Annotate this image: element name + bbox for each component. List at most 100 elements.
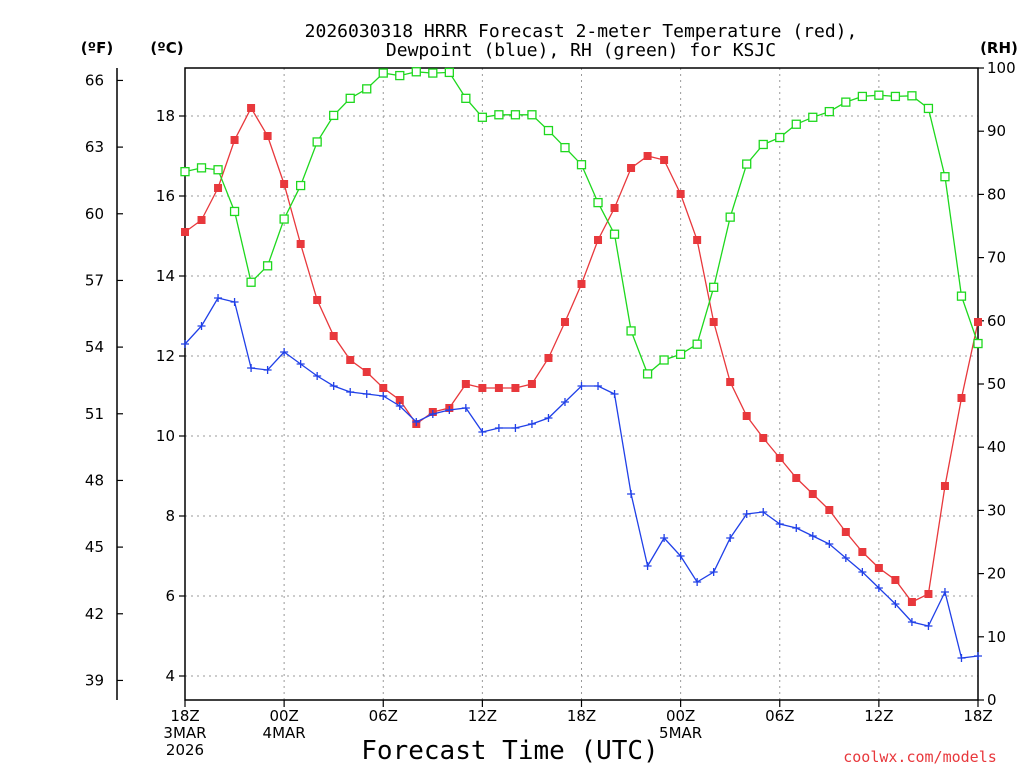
celsius-tick-label: 8	[165, 507, 175, 525]
temperature-point	[379, 384, 388, 392]
rh-point	[262, 261, 273, 271]
temperature-point	[907, 598, 916, 606]
x-tick-label: 00Z	[666, 707, 695, 725]
rh-point	[378, 68, 388, 78]
temperature-point	[940, 482, 949, 490]
temperature-point	[395, 396, 404, 404]
rh-point	[742, 159, 752, 169]
rh-point	[444, 67, 454, 78]
dewpoint-point	[230, 298, 239, 306]
x-axis-label: Forecast Time (UTC)	[361, 736, 658, 766]
rh-tick-label: 80	[987, 185, 1006, 203]
rh-point	[824, 106, 834, 117]
rh-point	[279, 214, 289, 224]
rh-point	[692, 339, 702, 349]
rh-point	[461, 93, 471, 103]
x-tick-date-label: 4MAR	[263, 724, 306, 742]
dewpoint-point	[461, 404, 470, 412]
dewpoint-point	[676, 552, 685, 560]
rh-unit-label: (RH)	[980, 39, 1018, 57]
dewpoint-point	[478, 428, 487, 436]
rh-point	[395, 70, 405, 81]
rh-point	[477, 112, 488, 122]
rh-point	[543, 125, 554, 136]
temperature-point	[759, 434, 768, 442]
rh-point	[709, 282, 719, 292]
temperature-point	[825, 506, 834, 514]
temperature-point	[313, 296, 322, 304]
x-tick-label: 18Z	[567, 707, 596, 725]
rh-point	[295, 180, 306, 191]
celsius-tick-label: 16	[156, 187, 175, 205]
temperature-point	[247, 104, 256, 112]
rh-point	[956, 291, 967, 301]
rh-point	[923, 103, 934, 114]
credit-text: coolwx.com/models	[843, 748, 997, 766]
rh-point	[494, 110, 504, 120]
data-series	[180, 67, 983, 662]
temperature-point	[610, 204, 619, 212]
dewpoint-point	[808, 532, 817, 540]
chart-title-line-2: Dewpoint (blue), RH (green) for KSJC	[386, 40, 776, 61]
rh-point	[428, 68, 438, 78]
dewpoint-point	[346, 388, 355, 396]
fahrenheit-tick-label: 60	[85, 205, 104, 223]
dewpoint-point	[841, 554, 850, 562]
rh-tick-label: 50	[987, 375, 1006, 393]
temperature-point	[214, 184, 223, 192]
dewpoint-point	[263, 366, 272, 374]
temperature-point	[577, 280, 586, 288]
dewpoint-point	[610, 390, 619, 398]
rh-point	[246, 277, 256, 287]
dewpoint-point	[329, 382, 338, 390]
dewpoint-point	[957, 654, 966, 662]
rh-point	[808, 112, 818, 122]
rh-point	[329, 110, 339, 121]
fahrenheit-tick-label: 48	[85, 471, 104, 489]
celsius-tick-label: 18	[156, 107, 175, 125]
x-tick-date-label: 2026	[166, 741, 204, 759]
temperature-point	[362, 368, 371, 376]
rh-point	[642, 369, 653, 379]
dewpoint-point	[693, 578, 702, 586]
rh-tick-label: 20	[987, 565, 1006, 583]
temperature-point	[296, 240, 305, 248]
dewpoint-point	[825, 540, 834, 548]
fahrenheit-tick-label: 54	[85, 338, 104, 356]
celsius-tick-label: 6	[165, 587, 175, 605]
celsius-tick-label: 10	[156, 427, 175, 445]
axes: 4 6 8 10 12 14 16 18 39 42 45 48 51 54 57 60 63 66 0 10 20 30…	[85, 59, 1016, 759]
chart-title-line-1: 2026030318 HRRR Forecast 2-meter Tempera…	[305, 21, 858, 42]
temperature-point	[544, 354, 553, 362]
temperature-point	[280, 180, 289, 188]
rh-point	[510, 110, 521, 120]
rh-point	[890, 91, 901, 102]
rh-point	[626, 326, 636, 336]
rh-point	[841, 97, 851, 107]
dewpoint-point	[577, 382, 586, 390]
dewpoint-point	[594, 382, 603, 390]
x-tick-label: 12Z	[864, 707, 893, 725]
temperature-point	[841, 528, 850, 536]
fahrenheit-tick-label: 39	[85, 671, 104, 689]
temperature-point	[891, 576, 900, 584]
rh-point	[675, 349, 686, 359]
rh-point	[593, 197, 603, 208]
rh-point	[791, 119, 801, 129]
temperature-point	[346, 356, 355, 364]
rh-point	[973, 338, 983, 349]
rh-point	[312, 137, 322, 147]
rh-tick-label: 40	[987, 438, 1006, 456]
rh-tick-label: 60	[987, 312, 1006, 330]
temperature-point	[494, 384, 503, 392]
rh-tick-label: 30	[987, 501, 1006, 519]
dewpoint-point	[974, 652, 982, 660]
dewpoint-point	[511, 424, 520, 432]
dewpoint-point	[494, 424, 503, 432]
dewpoint-point	[940, 588, 949, 596]
temperature-point	[709, 318, 718, 326]
dewpoint-point	[544, 414, 553, 422]
temperature-point	[742, 412, 751, 420]
grid	[185, 68, 978, 700]
dewpoint-point	[858, 568, 867, 576]
